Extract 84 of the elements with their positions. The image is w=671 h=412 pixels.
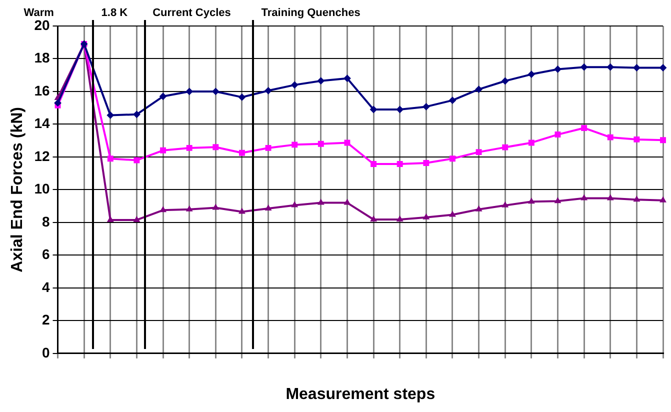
text: Current Cycles [152,7,231,20]
point [133,110,140,118]
point [212,144,219,150]
point [186,88,193,95]
point [476,206,482,212]
point [265,144,272,151]
point [528,198,535,204]
point [475,86,482,93]
point [291,81,298,88]
y-axis-title: Axial End Forces (kN) [9,107,26,272]
point [107,156,114,162]
y-tick-label: 2 [42,312,50,328]
point [370,216,377,222]
point [423,214,430,220]
y-tick-label: 18 [34,50,50,66]
y-tick-label: 10 [34,180,50,197]
point [370,161,377,167]
point [238,208,246,214]
point [344,140,350,146]
point [318,140,324,147]
point [554,198,561,204]
point [370,106,378,113]
point [318,199,324,205]
point [54,99,62,106]
y-tick-label: 16 [34,82,50,98]
point [134,216,140,222]
point [160,206,166,212]
point [581,125,588,131]
point [238,150,245,156]
point [450,156,456,162]
point [502,78,509,85]
point [160,92,167,100]
point [396,161,403,167]
point [186,144,192,151]
point [580,64,588,71]
y-tick-label: 8 [42,213,50,230]
point [265,205,272,211]
point [660,196,666,202]
point [528,70,535,78]
point [134,157,140,164]
point [186,206,192,212]
point [606,64,614,71]
point [396,216,403,222]
y-tick-label: 6 [42,246,50,262]
point [344,74,351,82]
y-tick-label: 14 [34,115,50,132]
point [607,134,614,140]
point [580,194,588,200]
text: 1.8 K [101,7,128,20]
point [448,96,456,104]
point [292,142,298,148]
point [160,147,166,154]
point [317,77,324,84]
point [238,94,246,101]
point [423,160,430,166]
point [264,87,272,94]
point [106,112,114,119]
point [449,211,456,217]
point [607,194,614,200]
point [660,64,666,72]
point [660,137,666,144]
point [502,202,508,208]
y-tick-label: 12 [34,148,50,164]
point [554,132,561,138]
point [633,64,640,72]
point [634,136,640,142]
point [344,199,350,205]
y-tick-label: 20 [34,16,50,33]
point [212,204,219,210]
point [107,216,114,222]
point [292,202,298,208]
text: Training Quenches [261,7,360,20]
point [422,103,430,110]
point [634,196,640,202]
point [528,140,534,146]
point [502,144,508,150]
x-axis-title: Measurement steps [286,386,436,403]
point [212,88,220,95]
y-tick-label: 0 [42,344,50,360]
point [476,149,482,156]
point [396,106,404,113]
point [554,66,562,73]
y-tick-label: 4 [42,278,50,295]
text: Warm [24,7,54,20]
